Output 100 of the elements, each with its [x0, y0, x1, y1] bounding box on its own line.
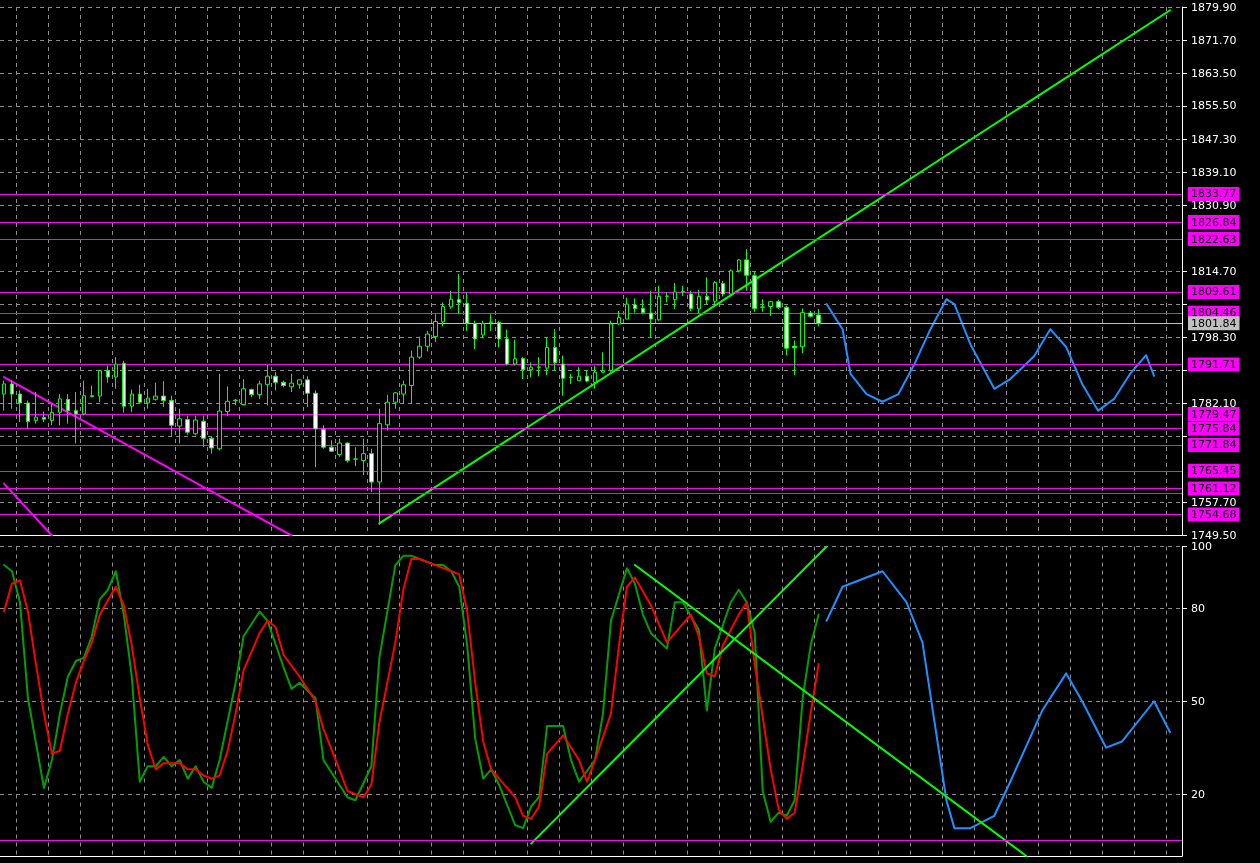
candlestick — [138, 384, 142, 404]
candlestick — [393, 391, 398, 410]
candlestick — [217, 373, 222, 451]
candlestick — [673, 282, 677, 310]
candlestick — [193, 415, 198, 436]
candlestick — [505, 329, 509, 367]
candlestick — [329, 439, 334, 453]
candlestick — [42, 410, 46, 423]
candlestick — [34, 391, 38, 425]
candlestick — [2, 380, 6, 412]
candlestick — [337, 438, 342, 458]
candlestick — [161, 380, 166, 408]
candlestick — [233, 398, 238, 406]
candlestick — [74, 391, 78, 444]
candlestick — [369, 448, 374, 493]
candlestick — [737, 258, 741, 273]
candlestick — [545, 336, 549, 376]
line-series — [825, 570, 1172, 830]
candlestick — [497, 320, 501, 348]
candlestick — [90, 385, 94, 398]
candlestick — [537, 356, 541, 377]
y-tick-label: 1879.90 — [1191, 0, 1237, 14]
candlestick — [281, 380, 286, 388]
candlestick — [465, 291, 469, 332]
candlestick — [66, 393, 70, 425]
ref-line-label: 1822.63 — [1191, 232, 1237, 246]
candlestick — [425, 330, 430, 352]
candlestick — [353, 446, 358, 467]
candlestick — [744, 248, 749, 292]
candlestick — [792, 340, 797, 376]
candlestick — [321, 424, 326, 450]
candlestick — [784, 305, 789, 356]
candlestick — [489, 313, 493, 332]
candlestick — [609, 320, 613, 373]
candlestick — [457, 273, 461, 315]
y-tick-label: 100 — [1191, 540, 1212, 553]
candlestick — [601, 351, 605, 374]
ref-line-label: 1801.84 — [1191, 316, 1237, 330]
candlestick — [561, 355, 565, 397]
candlestick — [345, 441, 350, 464]
candlestick — [521, 356, 525, 380]
candlestick — [106, 365, 110, 384]
candlestick — [808, 310, 813, 318]
candlestick — [625, 297, 629, 320]
candlestick — [481, 320, 485, 339]
candlestick — [513, 339, 517, 367]
candlestick — [681, 285, 685, 297]
candlestick — [617, 310, 621, 326]
candlestick — [273, 371, 278, 391]
y-tick-label: 1830.90 — [1191, 199, 1237, 213]
ref-line-label: 1779.47 — [1191, 407, 1237, 421]
candlestick — [98, 370, 102, 403]
candlestick — [10, 380, 14, 410]
candlestick — [289, 373, 294, 393]
candlestick — [26, 400, 30, 430]
candlestick — [201, 415, 206, 448]
candlestick — [689, 290, 693, 312]
candlestick — [58, 393, 62, 426]
candlestick — [249, 388, 254, 398]
candlestick — [130, 389, 134, 413]
candlestick — [633, 297, 637, 314]
candlestick — [441, 301, 445, 327]
y-tick-label: 1798.30 — [1191, 331, 1237, 345]
ref-line-label: 1761.12 — [1191, 481, 1237, 495]
ref-line-label: 1809.61 — [1191, 285, 1237, 299]
candlestick — [401, 380, 406, 405]
candlestick — [752, 270, 757, 313]
ref-line-label: 1775.84 — [1191, 422, 1237, 436]
y-tick-label: 1839.10 — [1191, 165, 1237, 179]
ref-line-label: 1754.68 — [1191, 508, 1237, 522]
y-tick-label: 20 — [1191, 787, 1205, 801]
candlestick — [313, 389, 318, 468]
candlestick — [122, 360, 126, 414]
candlestick — [768, 300, 773, 317]
candlestick — [225, 385, 230, 417]
candlestick — [641, 298, 645, 315]
y-tick-label: 50 — [1191, 694, 1205, 708]
ref-line-label: 1833.77 — [1191, 187, 1237, 201]
y-tick-label: 1814.70 — [1191, 264, 1237, 278]
candlestick — [114, 356, 118, 390]
ref-line-label: 1765.45 — [1191, 464, 1237, 478]
candlestick — [385, 394, 390, 432]
line-series — [825, 298, 1156, 412]
ref-line-label: 1804.46 — [1191, 306, 1237, 320]
y-tick-label: 1847.30 — [1191, 132, 1237, 146]
candlestick — [18, 389, 22, 423]
candlestick — [776, 299, 781, 310]
candlestick — [417, 336, 422, 360]
candlestick — [305, 375, 310, 408]
candlestick — [760, 298, 765, 313]
candlestick — [529, 361, 533, 378]
candlestick — [729, 268, 733, 297]
y-tick-label: 1855.50 — [1191, 99, 1237, 113]
y-tick-label: 1757.70 — [1191, 495, 1237, 509]
candlestick — [50, 403, 54, 426]
y-tick-label: 80 — [1191, 601, 1205, 615]
candlestick — [433, 313, 438, 343]
candlestick — [177, 408, 182, 444]
candlestick — [185, 415, 190, 436]
candlestick — [585, 370, 589, 383]
